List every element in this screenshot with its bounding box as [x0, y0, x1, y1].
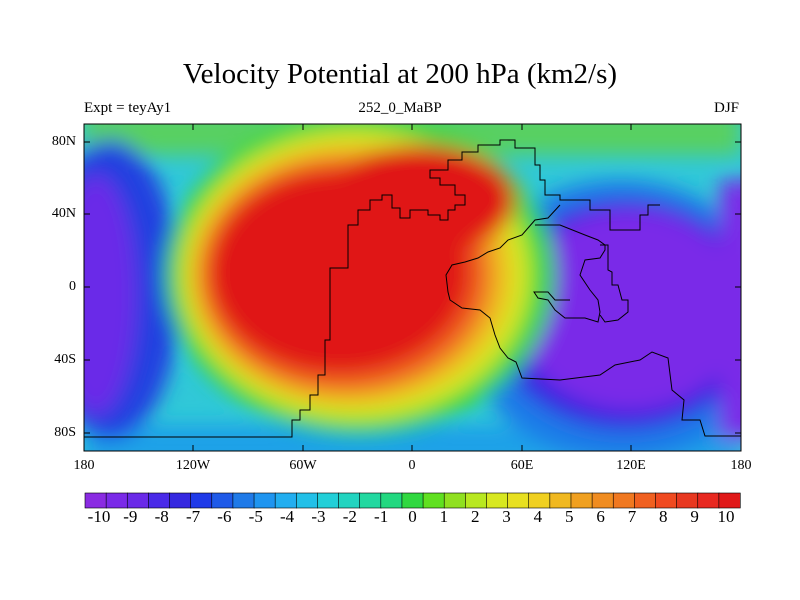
colorbar	[84, 492, 741, 509]
colorbar-label: 6	[596, 507, 605, 526]
colorbar-label: 7	[627, 507, 637, 526]
colorbar-swatch	[465, 492, 488, 509]
colorbar-label: 0	[408, 507, 417, 526]
colorbar-label: -4	[280, 507, 295, 526]
colorbar-swatch	[380, 492, 403, 509]
colorbar-label: -5	[248, 507, 263, 526]
colorbar-label: -9	[123, 507, 138, 526]
colorbar-label: -2	[342, 507, 357, 526]
velocity-potential-field	[84, 124, 741, 451]
colorbar-swatch	[84, 492, 107, 509]
lat-tick-label: 80N	[51, 134, 76, 149]
colorbar-swatch	[295, 492, 319, 509]
colorbar-swatch	[274, 492, 297, 509]
colorbar-swatch	[549, 492, 572, 509]
continent-outlines	[84, 139, 741, 438]
season-label: DJF	[713, 100, 739, 116]
lon-tick-label: 180	[730, 458, 752, 473]
lat-tick-label: 0	[69, 279, 76, 294]
lon-tick-label: 120E	[616, 458, 646, 473]
colorbar-swatch	[718, 492, 741, 509]
colorbar-swatch	[190, 492, 213, 509]
colorbar-swatch	[697, 492, 720, 509]
colorbar-label: 5	[565, 507, 574, 526]
axis-ticks	[83, 124, 742, 451]
colorbar-swatch	[528, 492, 551, 509]
colorbar-label: -10	[87, 507, 111, 526]
lon-tick-label: 60W	[289, 458, 317, 473]
period-label: 252_0_MaBP	[358, 100, 442, 116]
coastline-tethys	[445, 204, 741, 437]
colorbar-swatch	[211, 492, 234, 509]
lon-tick-label: 60E	[510, 458, 534, 473]
colorbar-label: 9	[690, 507, 699, 526]
colorbar-swatch	[676, 492, 699, 509]
colorbar-swatch	[169, 492, 192, 509]
colorbar-label: -7	[185, 507, 201, 526]
colorbar-swatch	[486, 492, 509, 509]
colorbar-label: 3	[502, 507, 511, 526]
colorbar-swatch	[591, 492, 614, 509]
colorbar-swatch	[612, 492, 635, 509]
colorbar-swatch	[443, 492, 466, 509]
lon-tick-label: 120W	[175, 458, 211, 473]
plot-title: Velocity Potential at 200 hPa (km2/s)	[182, 58, 618, 90]
colorbar-label: 4	[533, 507, 543, 526]
lon-tick-label: 0	[408, 458, 416, 473]
colorbar-swatch	[126, 492, 149, 509]
lat-tick-label: 40S	[54, 352, 76, 367]
colorbar-swatch	[148, 492, 171, 509]
colorbar-swatch	[422, 492, 445, 509]
colorbar-swatch	[338, 492, 361, 509]
colorbar-label: 2	[470, 507, 480, 526]
colorbar-swatch	[317, 492, 340, 509]
colorbar-swatch	[634, 492, 657, 509]
colorbar-swatch	[105, 492, 128, 509]
lat-tick-label: 40N	[51, 206, 76, 221]
colorbar-label: -6	[217, 507, 232, 526]
coastline-east-asia	[533, 224, 606, 323]
lon-tick-label: 180	[73, 458, 95, 473]
colorbar-label: 10	[717, 507, 735, 526]
colorbar-swatch	[253, 492, 276, 509]
colorbar-swatch	[655, 492, 678, 509]
colorbar-swatch	[570, 492, 593, 509]
coastline-inner-block	[599, 244, 629, 323]
experiment-label: Expt = teyAy1	[84, 100, 172, 116]
lat-tick-label: 80S	[54, 425, 76, 440]
colorbar-swatch	[232, 492, 255, 509]
colorbar-swatch	[401, 492, 424, 509]
colorbar-label: -1	[374, 507, 389, 526]
colorbar-label: 8	[659, 507, 668, 526]
colorbar-label: -3	[311, 507, 326, 526]
coastline-pangea-west	[84, 139, 660, 438]
colorbar-label: 1	[439, 507, 449, 526]
colorbar-swatch	[359, 492, 382, 509]
colorbar-swatch	[507, 492, 530, 509]
colorbar-label: -8	[154, 507, 169, 526]
